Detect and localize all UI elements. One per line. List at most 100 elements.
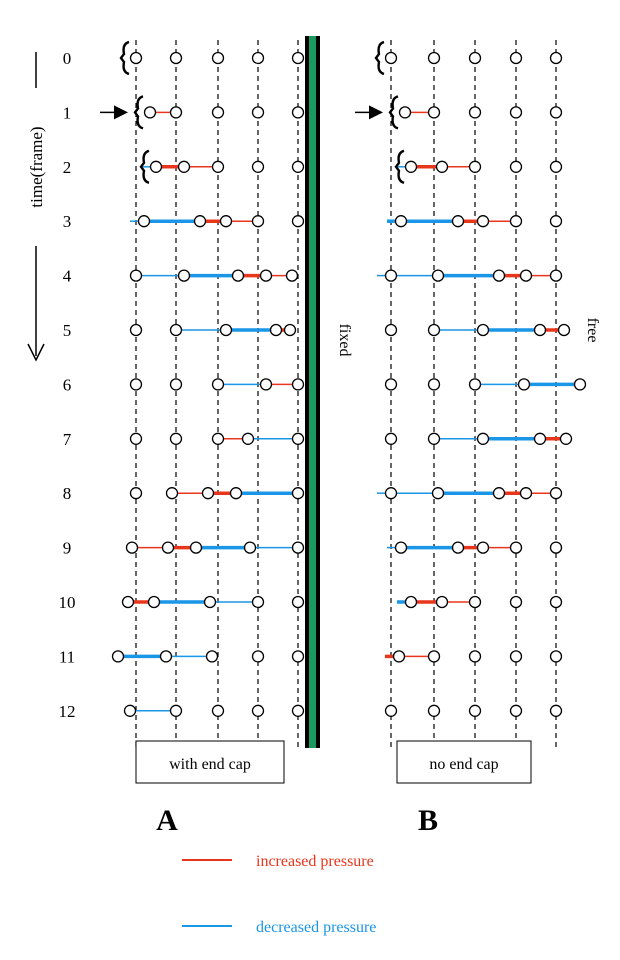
frame-label: 8 bbox=[63, 484, 72, 503]
panel-a-particle bbox=[291, 650, 305, 663]
panel-b-particle bbox=[431, 269, 445, 282]
legend-increased-label: increased pressure bbox=[256, 853, 374, 870]
panel-a-particle bbox=[291, 215, 305, 228]
caption-a-box bbox=[135, 740, 285, 784]
panel-a-particle bbox=[177, 269, 191, 282]
fixed-label: fixed bbox=[336, 324, 353, 357]
panel-b-particle bbox=[573, 378, 587, 391]
panel-b-particle bbox=[533, 323, 547, 337]
panel-a-particle bbox=[111, 650, 125, 663]
panel-a-particle bbox=[251, 160, 265, 173]
panel-b-particle bbox=[509, 51, 523, 65]
fixed-wall-inner bbox=[309, 36, 316, 748]
frame-label: 11 bbox=[59, 647, 75, 666]
panel-b bbox=[355, 40, 587, 748]
panel-a-particle bbox=[129, 378, 143, 391]
panel-a-particle bbox=[211, 432, 225, 445]
panel-b-particle bbox=[519, 269, 533, 282]
panel-a-particle bbox=[177, 160, 191, 173]
panel-a-piston-bracket bbox=[133, 95, 144, 130]
panel-b-particle bbox=[509, 650, 523, 663]
panel-b-particle bbox=[509, 704, 523, 717]
panel-a-particle bbox=[211, 106, 225, 119]
panel-b-particle bbox=[384, 378, 398, 391]
panel-a-particle bbox=[291, 541, 305, 554]
panel-b-particle bbox=[384, 269, 398, 282]
panel-b-particle bbox=[468, 595, 482, 609]
panel-b-particle bbox=[427, 378, 441, 391]
panel-a-particle bbox=[229, 487, 243, 500]
panel-b-particle bbox=[384, 51, 398, 65]
panel-a-particle bbox=[169, 51, 183, 65]
panel-b-push-arrow-head bbox=[369, 105, 383, 120]
frame-label: 5 bbox=[63, 321, 72, 340]
panel-b-particle bbox=[509, 541, 523, 554]
panel-a-particle bbox=[251, 650, 265, 663]
panel-b-particle bbox=[476, 432, 490, 445]
panel-b-particle bbox=[468, 378, 482, 391]
panel-b-particle bbox=[427, 432, 441, 445]
panel-b-particle bbox=[427, 704, 441, 717]
panel-b-particle bbox=[384, 432, 398, 445]
panel-a-particle bbox=[291, 378, 305, 391]
panel-a-particle bbox=[211, 378, 225, 391]
panel-a-particle bbox=[243, 541, 257, 554]
panel-a-piston-bracket bbox=[119, 40, 130, 76]
frame-label: 9 bbox=[63, 539, 72, 558]
panel-a-particle bbox=[251, 704, 265, 717]
frame-label: 4 bbox=[63, 267, 72, 286]
panel-a-particle bbox=[291, 160, 305, 173]
panel-a-particle bbox=[205, 650, 219, 663]
panel-b-piston-bracket bbox=[394, 149, 405, 184]
frame-label: 12 bbox=[59, 702, 76, 721]
panel-a-particle bbox=[291, 432, 305, 445]
panel-a-particle bbox=[241, 432, 255, 445]
panel-b-particle bbox=[476, 215, 490, 228]
panel-a-particle bbox=[123, 704, 137, 717]
panel-a-particle bbox=[211, 160, 225, 173]
panel-b-particle bbox=[398, 106, 412, 119]
legend-decreased-label: decreased pressure bbox=[256, 919, 376, 936]
panel-a-particle bbox=[129, 432, 143, 445]
panel-b-particle bbox=[384, 323, 398, 337]
panel-a-particle bbox=[259, 269, 273, 282]
panel-b-particle bbox=[549, 487, 563, 500]
panel-b-particle bbox=[451, 215, 465, 228]
panel-b-particle bbox=[476, 323, 490, 337]
panel-a-particle bbox=[129, 269, 143, 282]
panel-a-particle bbox=[219, 215, 233, 228]
panel-b-particle bbox=[468, 51, 482, 65]
panel-a-particle bbox=[169, 323, 183, 337]
panel-b-particle bbox=[427, 106, 441, 119]
frame-label: 0 bbox=[63, 49, 72, 68]
panel-b-particle bbox=[517, 378, 531, 391]
panel-b-particle bbox=[509, 595, 523, 609]
panel-b-particle bbox=[549, 269, 563, 282]
panel-b-piston-bracket bbox=[388, 95, 399, 130]
panel-b-particle bbox=[404, 160, 418, 173]
panel-b-particle bbox=[492, 487, 506, 500]
fixed-wall bbox=[305, 36, 320, 748]
panel-b-particle bbox=[533, 432, 547, 445]
panel-b-piston-bracket bbox=[374, 40, 385, 76]
panel-a-particle bbox=[147, 595, 161, 609]
panel-a-particle bbox=[251, 215, 265, 228]
panel-a-particle bbox=[291, 704, 305, 717]
caption-b: no end cap bbox=[429, 756, 498, 773]
panel-a-particle bbox=[143, 106, 157, 119]
panel-a-particle bbox=[283, 323, 297, 337]
panel-a-particle bbox=[121, 595, 135, 609]
panel-b-particle bbox=[431, 487, 445, 500]
caption-a: with end cap bbox=[169, 756, 251, 773]
frame-label: 1 bbox=[63, 103, 72, 122]
panel-a-particle bbox=[161, 541, 175, 554]
frame-label: 6 bbox=[63, 375, 72, 394]
panel-a-particle bbox=[129, 323, 143, 337]
panel-b-particle bbox=[549, 106, 563, 119]
frame-label: 3 bbox=[63, 212, 72, 231]
panel-b-particle bbox=[394, 215, 408, 228]
panel-a-particle bbox=[169, 432, 183, 445]
panel-a-piston-bracket bbox=[139, 149, 150, 184]
panel-a-particle bbox=[291, 595, 305, 609]
